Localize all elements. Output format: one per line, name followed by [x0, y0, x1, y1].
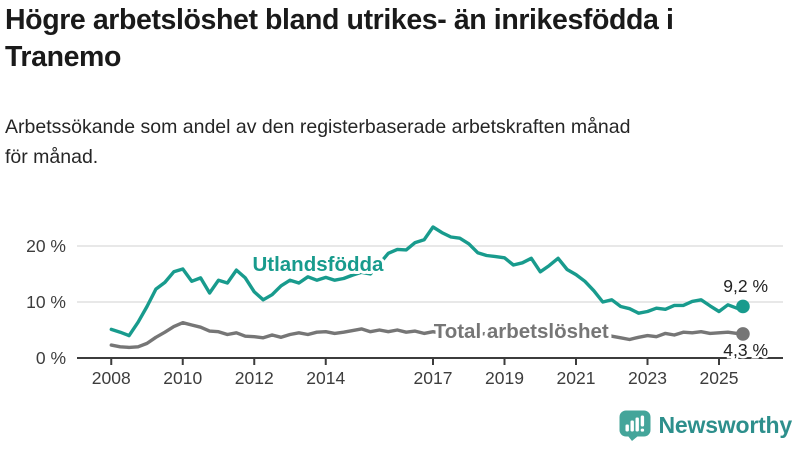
x-axis-tick-label: 2012 — [235, 368, 274, 388]
x-axis-tick-label: 2014 — [306, 368, 345, 388]
x-axis-tick-label: 2010 — [163, 368, 202, 388]
newsworthy-wordmark: Newsworthy — [658, 412, 793, 438]
y-axis-tick-label: 10 % — [26, 292, 66, 312]
page-subtitle: Arbetssökande som andel av den registerb… — [5, 112, 795, 172]
newsworthy-logo: Newsworthy — [619, 410, 792, 441]
series-line-total-arbetsl-shet — [109, 321, 745, 350]
x-axis-tick-label: 2023 — [628, 368, 667, 388]
page-subtitle-line-2: för månad. — [5, 146, 99, 168]
newsworthy-bubble-chart-icon — [619, 410, 651, 441]
y-axis-tick-label: 20 % — [26, 236, 66, 256]
series-end-value-label: 9,2 % — [723, 276, 768, 296]
page-title-line-1: Högre arbetslöshet bland utrikes- än inr… — [5, 4, 674, 36]
x-axis-tick-label: 2021 — [557, 368, 596, 388]
page-title-line-2: Tranemo — [5, 41, 121, 73]
series-end-value-label: 4,3 % — [723, 340, 768, 360]
y-axis-tick-label: 0 % — [36, 348, 66, 368]
series-end-dot — [736, 299, 750, 314]
page-title: Högre arbetslöshet bland utrikes- än inr… — [5, 2, 797, 76]
x-axis-tick-label: 2019 — [485, 368, 524, 388]
series-end-dot — [736, 327, 750, 341]
unemployment-line-chart: 2008 2010 2012 2014 2017 2019 2021 2023 2025 0 % 1… — [26, 225, 783, 388]
page-subtitle-line-1: Arbetssökande som andel av den registerb… — [5, 116, 631, 138]
series-line-utlandsf-dda — [109, 225, 745, 338]
series-inline-label: Total arbetslöshet — [434, 320, 609, 343]
x-axis-tick-label: 2025 — [700, 368, 739, 388]
series-inline-label: Utlandsfödda — [252, 253, 384, 276]
x-axis-tick-label: 2017 — [414, 368, 453, 388]
x-axis-tick-label: 2008 — [92, 368, 131, 388]
